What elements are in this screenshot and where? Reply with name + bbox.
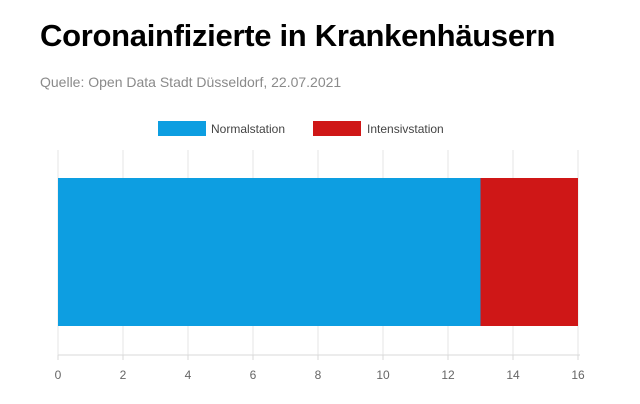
- x-tick-label: 0: [55, 368, 62, 382]
- legend-item-normalstation[interactable]: Normalstation: [158, 121, 285, 136]
- bars: [58, 178, 578, 326]
- legend-item-intensivstation[interactable]: Intensivstation: [313, 121, 444, 136]
- x-tick-label: 6: [250, 368, 257, 382]
- x-axis-ticks: 0 2 4 6 8 10 12 14 16: [55, 355, 585, 382]
- x-tick-label: 14: [506, 368, 520, 382]
- x-tick-label: 16: [571, 368, 585, 382]
- legend: Normalstation Intensivstation: [158, 121, 444, 136]
- x-tick-label: 8: [315, 368, 322, 382]
- x-tick-label: 2: [120, 368, 127, 382]
- chart-title: Coronainfizierte in Krankenhäusern: [40, 18, 556, 53]
- legend-swatch-normalstation: [158, 121, 206, 136]
- legend-label-normalstation: Normalstation: [211, 122, 285, 136]
- chart-source: Quelle: Open Data Stadt Düsseldorf, 22.0…: [40, 74, 342, 90]
- bar-intensivstation[interactable]: [480, 178, 579, 326]
- x-tick-label: 12: [441, 368, 455, 382]
- legend-swatch-intensivstation: [313, 121, 361, 136]
- bar-normalstation[interactable]: [58, 178, 481, 326]
- x-tick-label: 4: [185, 368, 192, 382]
- legend-label-intensivstation: Intensivstation: [367, 122, 444, 136]
- x-tick-label: 10: [376, 368, 390, 382]
